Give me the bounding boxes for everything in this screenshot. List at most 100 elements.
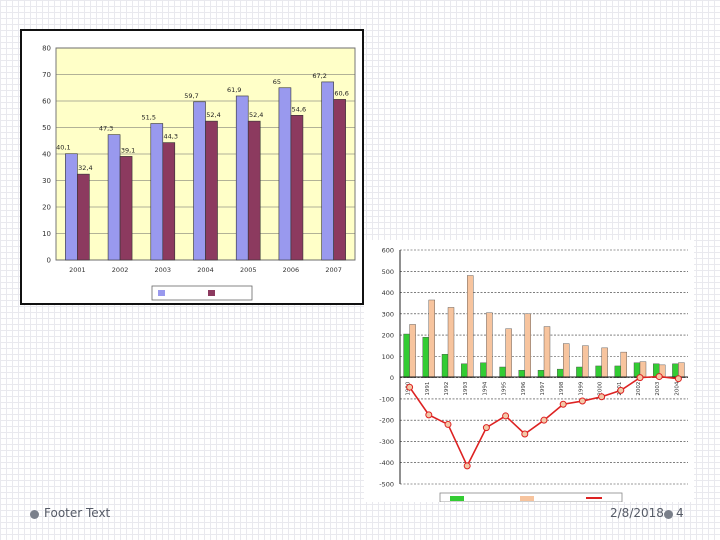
page-bullet-icon xyxy=(664,510,673,519)
chart2-bar xyxy=(499,366,506,378)
chart1-x-tick-label: 2002 xyxy=(112,266,129,274)
chart2-x-ticks: 1990199119921993199419951996199719981999… xyxy=(406,381,681,395)
chart1-x-tick-label: 2006 xyxy=(283,266,300,274)
chart1-data-label: 32,4 xyxy=(78,164,92,172)
chart2-bar xyxy=(441,354,449,378)
chart1-x-tick-label: 2005 xyxy=(240,266,257,274)
chart1-data-label: 67,2 xyxy=(312,72,326,80)
chart1-x-tick-label: 2004 xyxy=(197,266,214,274)
chart2-line-marker xyxy=(502,412,510,420)
chart1-bar xyxy=(290,115,304,261)
chart1-data-labels: 40,1 32,4 47,3 39,1 51,5 44,3 59,7 52,4 61,9 52,4… xyxy=(56,72,349,172)
chart2-x-tick-label: 2003 xyxy=(655,381,661,395)
chart1-data-label: 61,9 xyxy=(227,86,241,94)
chart2-x-tick-label: 1998 xyxy=(559,381,565,395)
chart1-data-label: 47,3 xyxy=(99,125,113,133)
chart2-bar xyxy=(524,313,532,378)
chart2-y-tick-label: -400 xyxy=(379,459,394,467)
chart2-line-marker xyxy=(444,420,452,428)
chart1-data-label: 51,5 xyxy=(142,114,156,122)
chart2-bar xyxy=(601,347,608,378)
chart1-data-label: 60,6 xyxy=(334,89,348,97)
chart2-legend xyxy=(439,492,623,503)
chart2-bar xyxy=(595,365,602,378)
chart2-bar xyxy=(614,365,622,378)
chart1-y-tick-label: 40 xyxy=(42,151,51,159)
chart2-bar xyxy=(428,299,436,378)
chart1-y-tick-label: 70 xyxy=(42,71,51,79)
page-number: 4 xyxy=(676,506,684,520)
chart2-x-tick-label: 1994 xyxy=(482,381,488,395)
chart2-line-marker xyxy=(406,383,414,391)
chart2-line-marker xyxy=(540,416,548,424)
chart1-x-tick-label: 2001 xyxy=(69,266,86,274)
chart-balance: -500 -400 -300 -200 -100 0 100 200 300 400 500 600 … xyxy=(364,240,694,503)
chart1-y-tick-label: 30 xyxy=(42,177,51,185)
chart1-bar xyxy=(107,134,121,261)
chart1-bar xyxy=(321,81,334,261)
chart2-x-tick-label: 1996 xyxy=(521,381,527,395)
chart2-bar xyxy=(576,366,583,378)
chart1-bar xyxy=(119,156,133,261)
chart2-y-tick-label: 600 xyxy=(382,247,394,255)
chart2-x-tick-label: 1997 xyxy=(540,381,546,395)
chart2-line-marker xyxy=(674,375,682,383)
chart1-bar xyxy=(235,95,249,261)
chart2-line-marker xyxy=(617,386,625,394)
footer-bullet-icon xyxy=(30,510,39,519)
chart2-line-marker xyxy=(463,462,471,470)
chart2-line-marker xyxy=(482,424,490,432)
chart2-bars xyxy=(403,275,685,378)
chart1-y-tick-label: 50 xyxy=(42,124,51,132)
chart1-legend-swatch-b xyxy=(208,290,215,296)
chart2-line-marker xyxy=(578,397,586,405)
chart1-y-tick-label: 0 xyxy=(47,257,51,265)
chart1-bar xyxy=(150,123,164,261)
chart2-svg: -500-400-300-200-1000100200300400500600 … xyxy=(379,247,688,503)
chart1-y-tick-label: 60 xyxy=(42,98,51,106)
chart1-bar xyxy=(247,120,261,261)
chart2-y-tick-label: 200 xyxy=(382,332,394,340)
chart1-data-label: 59,7 xyxy=(184,92,198,100)
chart2-y-tick-label: -200 xyxy=(379,417,394,425)
chart2-x-tick-label: 1992 xyxy=(444,382,450,396)
chart1-bar xyxy=(205,120,218,261)
chart2-line-marker xyxy=(559,400,567,408)
chart1-legend-swatch-a xyxy=(158,290,165,296)
chart2-y-tick-label: 400 xyxy=(382,289,394,297)
chart1-bar xyxy=(193,101,206,261)
chart1-svg: 0 10 20 30 40 50 60 70 80 40,1 32,4 47,3 39,1 51,5 44… xyxy=(42,45,356,301)
chart1-legend-box xyxy=(151,285,253,301)
chart2-y-tick-label: -500 xyxy=(379,481,394,489)
chart1-bar xyxy=(65,153,78,261)
footer-date: 2/8/2018 xyxy=(610,506,664,520)
chart2-line-marker xyxy=(598,393,606,401)
chart1-y-tick-label: 10 xyxy=(42,230,51,238)
chart2-legend-swatch-green xyxy=(450,496,464,501)
chart1-data-label: 65 xyxy=(273,78,281,86)
chart2-y-tick-label: 500 xyxy=(382,268,394,276)
chart2-bar xyxy=(486,312,493,378)
chart2-bar xyxy=(505,328,512,378)
chart1-data-label: 52,4 xyxy=(206,111,220,119)
chart1-y-tick-label: 80 xyxy=(42,45,51,53)
chart2-bar xyxy=(460,363,468,378)
chart2-bar xyxy=(620,351,627,378)
chart1-bar xyxy=(77,173,90,261)
chart1-bar xyxy=(333,99,346,261)
chart1-data-label: 44,3 xyxy=(164,133,178,141)
chart1-bar xyxy=(162,142,176,261)
chart1-bars xyxy=(65,81,346,261)
chart2-bar xyxy=(543,326,551,378)
chart2-bar xyxy=(447,307,455,378)
chart2-bar xyxy=(556,368,564,378)
footer-text: Footer Text xyxy=(44,506,111,520)
chart2-x-tick-label: 2004 xyxy=(674,381,680,395)
chart1-data-label: 39,1 xyxy=(121,146,135,154)
chart2-bar xyxy=(582,345,589,378)
chart2-x-tick-label: 1999 xyxy=(578,381,584,395)
chart2-x-tick-label: 2000 xyxy=(598,381,604,395)
chart2-bar xyxy=(466,275,474,378)
chart1-y-tick-label: 20 xyxy=(42,204,51,212)
chart2-line-marker xyxy=(521,430,529,438)
